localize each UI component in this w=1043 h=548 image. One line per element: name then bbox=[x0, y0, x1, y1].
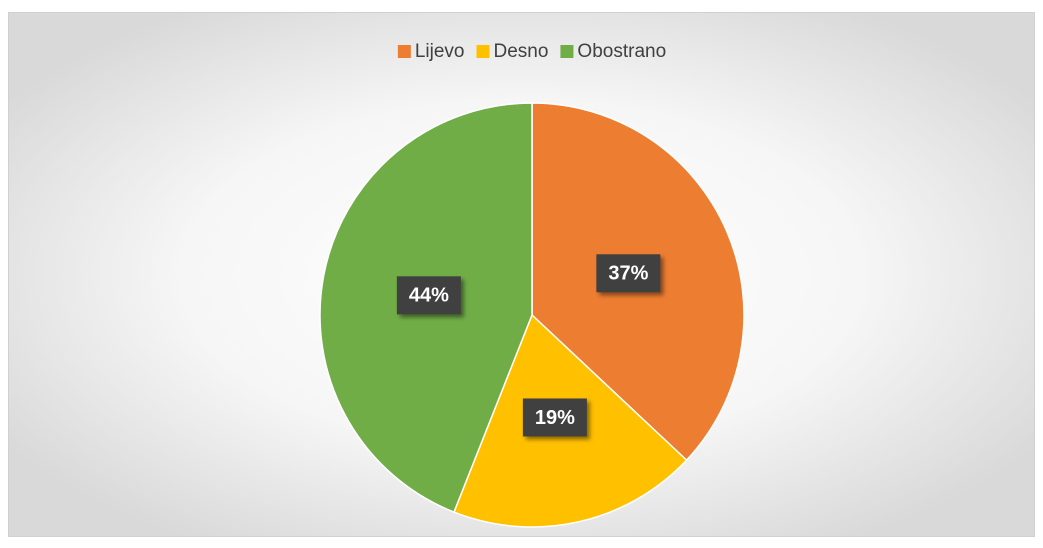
data-label: 44% bbox=[409, 285, 449, 307]
data-label: 37% bbox=[608, 263, 648, 285]
legend-swatch bbox=[397, 45, 411, 58]
legend-swatch bbox=[476, 45, 490, 58]
data-labels: 37% 19% 44% bbox=[396, 254, 661, 437]
data-label-box bbox=[396, 276, 461, 315]
legend: Lijevo Desno Obostrano bbox=[397, 41, 666, 62]
data-label: 19% bbox=[535, 407, 575, 429]
data-label-box bbox=[522, 398, 587, 437]
legend-label: Obostrano bbox=[577, 41, 666, 62]
legend-label: Desno bbox=[494, 41, 549, 62]
pie bbox=[319, 102, 745, 528]
data-label-box bbox=[596, 254, 661, 293]
legend-swatch bbox=[560, 45, 574, 58]
legend-label: Lijevo bbox=[415, 41, 465, 62]
